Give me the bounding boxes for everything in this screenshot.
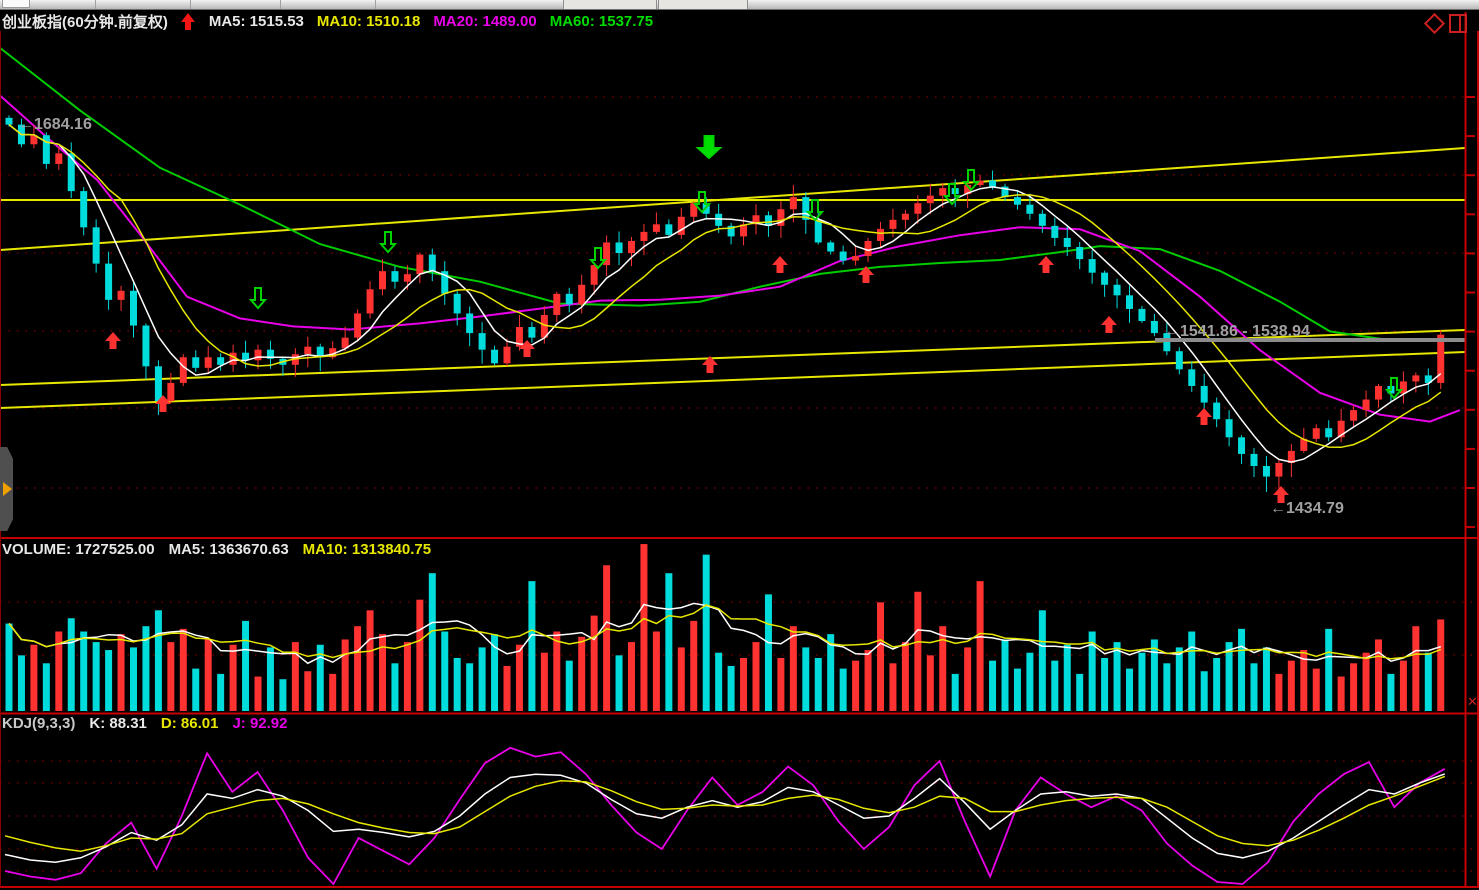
strip-separator bbox=[375, 0, 376, 9]
chart-title: 创业板指(60分钟.前复权) bbox=[2, 13, 168, 31]
top-strip-tab[interactable] bbox=[658, 0, 748, 9]
strip-separator bbox=[190, 0, 191, 9]
top-strip-tab[interactable] bbox=[563, 0, 657, 9]
ma5-value: MA5: 1515.53 bbox=[208, 12, 304, 30]
sidebar-flyout-handle[interactable] bbox=[0, 447, 13, 531]
kdj-k-value: K: 88.31 bbox=[89, 715, 147, 732]
window-top-strip bbox=[0, 0, 1479, 10]
diamond-icon[interactable] bbox=[1423, 12, 1446, 35]
kdj-params: KDJ(9,3,3) bbox=[2, 715, 76, 732]
header-icons bbox=[1423, 12, 1467, 35]
ma20-value: MA20: 1489.00 bbox=[433, 12, 537, 30]
volume-value: VOLUME: 1727525.00 bbox=[2, 541, 155, 558]
flyout-arrow-icon bbox=[3, 482, 12, 496]
strip-separator bbox=[95, 0, 96, 9]
up-arrow-icon bbox=[180, 12, 196, 30]
chart-header: 创业板指(60分钟.前复权) MA5: 1515.53 MA10: 1510.1… bbox=[2, 10, 653, 32]
kdj-d-value: D: 86.01 bbox=[160, 715, 219, 732]
top-strip-mini-tab[interactable] bbox=[2, 0, 30, 8]
split-window-icon[interactable] bbox=[1449, 14, 1467, 33]
ma60-value: MA60: 1537.75 bbox=[549, 12, 654, 30]
kdj-pane-header: KDJ(9,3,3) K: 88.31 D: 86.01 J: 92.92 bbox=[2, 715, 288, 732]
volume-ma10-value: MA10: 1313840.75 bbox=[302, 541, 432, 558]
low-price-label: ←1434.79 bbox=[1270, 500, 1344, 517]
high-price-label: ←1684.16 bbox=[18, 116, 92, 133]
volume-pane-header: VOLUME: 1727525.00 MA5: 1363670.63 MA10:… bbox=[2, 541, 431, 558]
kdj-j-value: J: 92.92 bbox=[232, 715, 288, 732]
close-pane-icon[interactable]: ✕ bbox=[1467, 694, 1478, 709]
strip-separator bbox=[280, 0, 281, 9]
current-price-label: ←1541.86 - 1538.94 bbox=[1164, 323, 1310, 340]
volume-ma5-value: MA5: 1363670.63 bbox=[168, 541, 289, 558]
ma10-value: MA10: 1510.18 bbox=[316, 12, 421, 30]
